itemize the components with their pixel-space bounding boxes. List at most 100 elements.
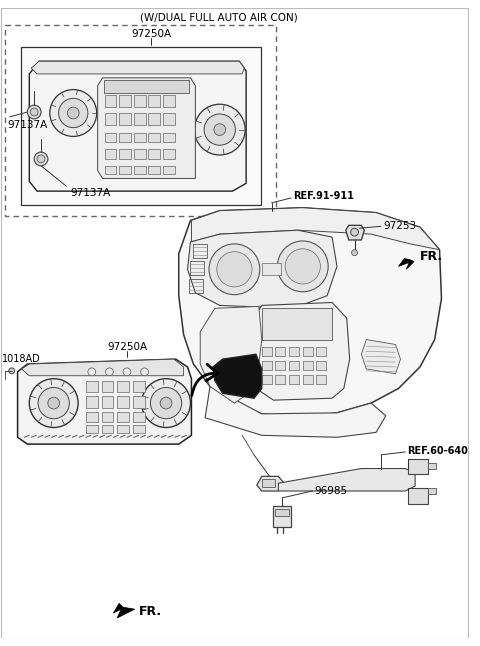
Bar (119, 132, 131, 142)
Bar (86, 380, 97, 392)
Bar (5, 25, 276, 216)
Bar (134, 149, 145, 159)
Polygon shape (29, 61, 246, 191)
Circle shape (150, 388, 181, 419)
Bar (105, 166, 116, 174)
Bar (133, 424, 144, 433)
Circle shape (141, 368, 148, 376)
Bar (148, 149, 160, 159)
Circle shape (29, 379, 78, 428)
Circle shape (59, 98, 88, 128)
Bar (105, 149, 116, 159)
Bar (105, 132, 116, 142)
Bar (119, 149, 131, 159)
Text: REF.60-640: REF.60-640 (408, 446, 468, 456)
Bar (117, 412, 129, 422)
Circle shape (217, 252, 252, 287)
Bar (303, 375, 312, 384)
Bar (262, 348, 272, 356)
Circle shape (30, 108, 38, 116)
Bar (86, 412, 97, 422)
Polygon shape (252, 302, 349, 400)
Bar (163, 132, 175, 142)
Bar (408, 459, 428, 474)
Bar (262, 361, 272, 370)
Circle shape (142, 379, 191, 428)
Bar (133, 380, 144, 392)
Circle shape (9, 368, 15, 374)
Bar (102, 424, 113, 433)
Circle shape (160, 397, 172, 409)
Polygon shape (213, 354, 262, 398)
Bar (190, 279, 203, 293)
Circle shape (48, 397, 60, 409)
Bar (134, 132, 145, 142)
Polygon shape (18, 359, 192, 444)
Bar (262, 479, 276, 487)
Bar (163, 166, 175, 174)
Polygon shape (278, 468, 415, 491)
Bar (289, 361, 299, 370)
Bar (102, 396, 113, 408)
Text: REF.91-911: REF.91-911 (293, 191, 354, 201)
Bar (134, 96, 145, 107)
Polygon shape (22, 359, 184, 376)
Bar (316, 348, 326, 356)
Bar (276, 508, 289, 516)
Text: 97250A: 97250A (107, 342, 147, 353)
Text: 97250A: 97250A (132, 29, 171, 39)
Circle shape (88, 368, 96, 376)
Bar (134, 166, 145, 174)
Text: 97253: 97253 (383, 222, 416, 231)
Bar (105, 113, 116, 125)
Bar (276, 375, 285, 384)
Bar (191, 262, 204, 275)
Bar (105, 96, 116, 107)
Bar (316, 361, 326, 370)
Bar (119, 166, 131, 174)
Polygon shape (97, 78, 195, 178)
Polygon shape (31, 61, 244, 74)
Bar (86, 424, 97, 433)
Polygon shape (200, 306, 262, 403)
Bar (117, 380, 129, 392)
Polygon shape (205, 386, 386, 437)
Bar (276, 361, 285, 370)
Bar (276, 348, 285, 356)
Circle shape (351, 228, 359, 236)
Text: 96985: 96985 (314, 486, 348, 496)
Bar (117, 396, 129, 408)
Bar (22, 47, 261, 205)
FancyArrowPatch shape (192, 364, 217, 395)
Bar (117, 424, 129, 433)
Bar (148, 113, 160, 125)
Circle shape (37, 155, 45, 163)
Bar (133, 396, 144, 408)
Circle shape (38, 388, 69, 419)
Bar (134, 113, 145, 125)
Circle shape (209, 244, 260, 295)
Bar (148, 96, 160, 107)
Bar (262, 375, 272, 384)
Text: 97137A: 97137A (71, 188, 110, 198)
Bar (102, 380, 113, 392)
Circle shape (194, 104, 245, 155)
Bar (316, 375, 326, 384)
Bar (133, 412, 144, 422)
Polygon shape (257, 476, 283, 491)
Bar (303, 348, 312, 356)
Polygon shape (113, 603, 135, 618)
Bar (289, 375, 299, 384)
Bar (102, 412, 113, 422)
Circle shape (34, 152, 48, 166)
Polygon shape (188, 230, 337, 308)
Bar (119, 96, 131, 107)
Polygon shape (192, 208, 440, 250)
Polygon shape (361, 340, 400, 374)
Circle shape (277, 241, 328, 292)
Bar (428, 488, 436, 494)
Text: (W/DUAL FULL AUTO AIR CON): (W/DUAL FULL AUTO AIR CON) (140, 12, 298, 22)
Circle shape (352, 250, 358, 256)
Bar (163, 96, 175, 107)
Circle shape (50, 90, 96, 136)
